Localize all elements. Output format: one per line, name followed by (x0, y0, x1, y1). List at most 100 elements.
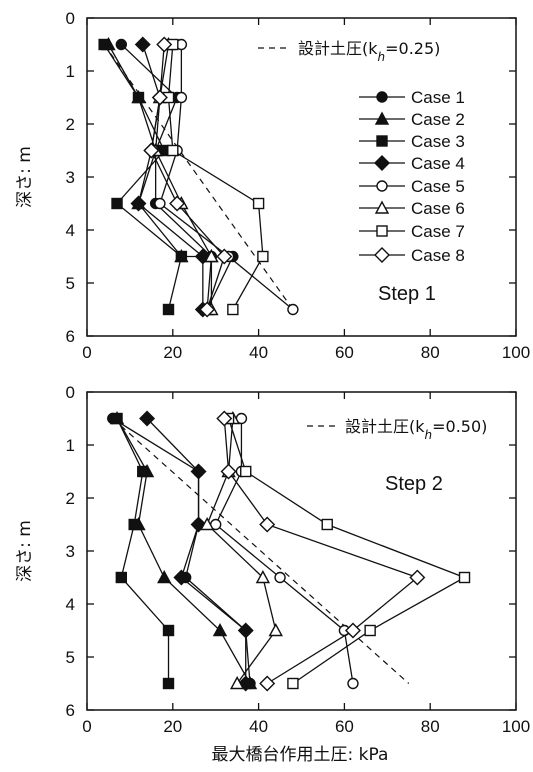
y-tick-label: 1 (66, 62, 75, 81)
series-line-case-2 (107, 44, 213, 310)
legend-marker-case-7 (376, 225, 388, 237)
series-line-case-3 (116, 418, 170, 684)
series-line-case-4 (146, 418, 247, 684)
x-tick-label: 80 (421, 343, 440, 362)
data-point-case-7 (287, 677, 299, 690)
data-point-case-4 (237, 622, 254, 639)
legend-marker-case-8 (374, 247, 390, 263)
legend-marker-case-6 (374, 200, 390, 214)
data-point-case-3 (111, 197, 123, 210)
data-point-case-3 (98, 38, 110, 51)
data-point-case-4 (173, 569, 190, 586)
series-line-case-6 (154, 44, 213, 310)
data-point-case-7 (240, 465, 252, 478)
y-tick-label: 5 (66, 648, 75, 667)
data-point-case-8 (169, 195, 186, 212)
data-point-case-7 (257, 250, 269, 263)
data-point-case-8 (344, 622, 361, 639)
x-tick-label: 60 (335, 717, 354, 736)
data-point-case-6 (255, 570, 271, 584)
design-pressure-line (112, 418, 410, 684)
data-point-case-8 (259, 675, 276, 692)
data-point-case-4 (134, 36, 151, 53)
series-line-case-4 (137, 44, 204, 310)
data-point-case-7 (364, 624, 376, 637)
data-point-case-6 (204, 249, 219, 263)
legend-label: Case 2 (411, 110, 465, 129)
data-point-case-2 (212, 623, 228, 637)
data-point-case-8 (151, 89, 168, 106)
x-tick-label: 60 (335, 343, 354, 362)
data-point-case-4 (139, 410, 156, 427)
data-point-case-5 (347, 677, 359, 690)
series-line-case-2 (116, 418, 251, 684)
legend-label: Case 8 (411, 246, 465, 265)
data-point-case-3 (162, 624, 175, 637)
series-line-case-1 (112, 417, 251, 684)
series-line-case-8 (150, 44, 226, 310)
legend-marker-case-5 (376, 180, 388, 192)
data-point-case-3 (162, 677, 175, 690)
legend-label: Case 3 (411, 132, 465, 151)
data-point-case-7 (252, 197, 265, 210)
legend-marker-case-2 (374, 111, 390, 125)
data-point-case-7 (167, 144, 179, 157)
x-tick-label: 20 (163, 717, 182, 736)
legend-label: Case 5 (411, 177, 465, 196)
legend-label: Case 6 (411, 199, 465, 218)
data-point-case-3 (115, 571, 128, 584)
series-line-case-7 (167, 44, 264, 310)
x-tick-label: 0 (82, 343, 91, 362)
x-tick-label: 40 (249, 343, 268, 362)
step-label: Step 2 (385, 473, 443, 495)
data-point-case-6 (229, 676, 245, 690)
data-point-case-8 (216, 248, 233, 265)
x-tick-label: 80 (421, 717, 440, 736)
data-point-case-8 (220, 463, 237, 480)
y-tick-label: 2 (66, 115, 75, 134)
data-point-case-3 (137, 465, 149, 478)
data-point-case-7 (458, 571, 471, 584)
x-tick-label: 0 (82, 717, 91, 736)
x-tick-label: 40 (249, 717, 268, 736)
data-point-case-3 (111, 412, 123, 425)
series-line-case-8 (223, 418, 419, 685)
series-line-case-6 (206, 418, 277, 684)
design-pressure-legend-text: 設計土圧(kh=0.25) (298, 39, 440, 64)
y-tick-label: 1 (66, 436, 75, 455)
x-tick-label: 100 (502, 717, 530, 736)
data-point-case-3 (162, 303, 175, 316)
y-tick-label: 0 (66, 383, 75, 402)
legend-marker-case-4 (374, 155, 390, 171)
data-point-case-7 (227, 303, 239, 316)
design-pressure-line (103, 44, 294, 310)
design-pressure-legend-text: 設計土圧(kh=0.50) (345, 417, 487, 442)
data-point-case-6 (199, 517, 215, 531)
x-tick-label: 100 (502, 343, 530, 362)
data-point-case-5 (154, 197, 166, 210)
step1-panel: 0 20 40 60 80 100 0 1 2 3 4 5 6 深さ: m 設計土圧(kh=0.25) Ste… (15, 9, 530, 362)
data-point-case-8 (199, 301, 216, 318)
series-line-case-7 (227, 418, 467, 685)
y-tick-label: 2 (66, 489, 75, 508)
y-tick-label: 5 (66, 274, 75, 293)
y-tick-label: 6 (66, 327, 75, 346)
legend-label: Case 7 (411, 222, 465, 241)
data-point-case-8 (216, 410, 233, 427)
data-point-case-6 (268, 623, 283, 637)
series-line-case-3 (103, 44, 183, 310)
data-point-case-4 (190, 463, 207, 480)
legend-marker-case-1 (376, 91, 388, 103)
legend-label: Case 4 (411, 154, 465, 173)
data-point-case-5 (274, 571, 286, 584)
y-axis-label: 深さ: m (15, 146, 35, 208)
step-label: Step 1 (378, 283, 436, 305)
data-point-case-3 (175, 250, 188, 263)
y-tick-label: 3 (66, 168, 75, 187)
data-point-case-8 (259, 516, 276, 533)
x-axis-label: 最大橋台作用土圧: kPa (212, 745, 389, 765)
x-tick-label: 20 (163, 343, 182, 362)
data-point-case-7 (321, 518, 333, 531)
series-line-case-5 (214, 418, 354, 684)
